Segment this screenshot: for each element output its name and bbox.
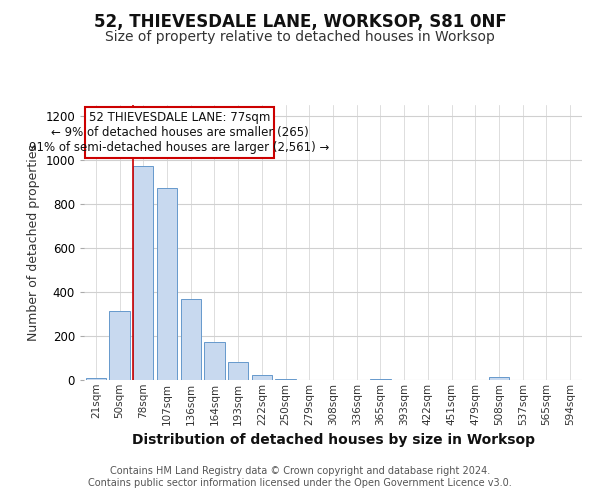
- Bar: [489, 376, 509, 380]
- Bar: [133, 166, 154, 380]
- Y-axis label: Number of detached properties: Number of detached properties: [26, 144, 40, 341]
- Bar: [109, 310, 130, 380]
- FancyBboxPatch shape: [85, 107, 274, 158]
- X-axis label: Distribution of detached houses by size in Worksop: Distribution of detached houses by size …: [131, 433, 535, 447]
- Bar: [181, 298, 201, 380]
- Bar: [228, 362, 248, 380]
- Text: Size of property relative to detached houses in Worksop: Size of property relative to detached ho…: [105, 30, 495, 44]
- Bar: [370, 379, 391, 380]
- Bar: [252, 374, 272, 380]
- Text: 52, THIEVESDALE LANE, WORKSOP, S81 0NF: 52, THIEVESDALE LANE, WORKSOP, S81 0NF: [94, 12, 506, 30]
- Bar: [275, 379, 296, 380]
- Bar: [157, 188, 177, 380]
- Bar: [86, 378, 106, 380]
- Text: Contains HM Land Registry data © Crown copyright and database right 2024.
Contai: Contains HM Land Registry data © Crown c…: [88, 466, 512, 487]
- Text: 52 THIEVESDALE LANE: 77sqm
← 9% of detached houses are smaller (265)
91% of semi: 52 THIEVESDALE LANE: 77sqm ← 9% of detac…: [29, 111, 329, 154]
- Bar: [205, 342, 224, 380]
